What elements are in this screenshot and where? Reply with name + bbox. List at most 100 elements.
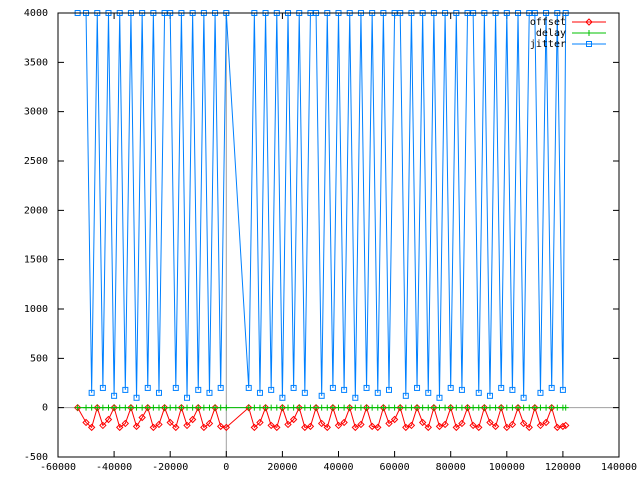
point bbox=[205, 419, 214, 428]
point bbox=[340, 418, 348, 427]
point bbox=[536, 421, 545, 430]
point bbox=[279, 404, 286, 411]
point bbox=[542, 418, 550, 427]
point bbox=[374, 389, 381, 396]
point bbox=[352, 394, 359, 401]
point bbox=[99, 404, 106, 411]
point bbox=[132, 422, 141, 431]
x-tick-label: 40000 bbox=[323, 462, 353, 473]
point bbox=[87, 423, 96, 432]
point bbox=[586, 41, 592, 47]
point bbox=[441, 420, 449, 429]
point bbox=[127, 403, 135, 412]
point bbox=[317, 419, 326, 428]
legend-label: delay bbox=[536, 28, 566, 39]
point bbox=[217, 404, 224, 411]
point bbox=[585, 18, 593, 26]
legend-label: offset bbox=[530, 17, 566, 28]
point bbox=[475, 423, 483, 432]
point bbox=[88, 389, 95, 396]
x-tick-label: 20000 bbox=[267, 462, 297, 473]
point bbox=[362, 403, 371, 412]
point bbox=[379, 403, 388, 412]
point bbox=[268, 404, 275, 411]
x-tick-label: 120000 bbox=[545, 462, 581, 473]
point bbox=[144, 403, 152, 412]
point bbox=[160, 403, 169, 412]
y-tick-label: 2000 bbox=[24, 205, 48, 216]
point bbox=[497, 403, 505, 412]
point bbox=[554, 404, 561, 411]
point bbox=[121, 419, 130, 428]
point bbox=[122, 386, 129, 393]
point bbox=[122, 404, 129, 411]
point bbox=[105, 404, 112, 411]
point bbox=[116, 423, 124, 432]
point bbox=[452, 423, 461, 432]
point bbox=[341, 404, 348, 411]
point bbox=[99, 384, 106, 391]
point bbox=[385, 419, 393, 428]
point bbox=[155, 404, 162, 411]
point bbox=[329, 384, 336, 391]
point bbox=[306, 422, 315, 431]
point bbox=[486, 392, 493, 399]
point bbox=[268, 386, 275, 393]
point bbox=[520, 394, 527, 401]
point bbox=[352, 404, 359, 411]
point bbox=[195, 404, 202, 411]
point bbox=[200, 404, 207, 411]
point bbox=[385, 404, 392, 411]
point bbox=[458, 386, 465, 393]
point bbox=[469, 421, 477, 430]
point bbox=[184, 404, 191, 411]
point bbox=[194, 403, 202, 412]
point bbox=[167, 404, 174, 411]
point bbox=[149, 423, 158, 432]
point bbox=[177, 403, 186, 412]
y-tick-label: 2500 bbox=[24, 156, 48, 167]
point bbox=[83, 404, 90, 411]
point bbox=[559, 422, 567, 431]
point bbox=[380, 404, 387, 411]
x-tick-label: 100000 bbox=[489, 462, 525, 473]
point bbox=[397, 404, 404, 411]
point bbox=[374, 404, 381, 411]
x-tick-label: -60000 bbox=[40, 462, 76, 473]
point bbox=[514, 403, 522, 412]
point bbox=[562, 404, 569, 411]
point bbox=[301, 404, 308, 411]
point bbox=[329, 403, 337, 412]
point bbox=[183, 421, 191, 430]
point bbox=[93, 403, 101, 412]
point bbox=[430, 404, 437, 411]
point bbox=[586, 30, 592, 36]
point bbox=[273, 423, 281, 432]
point bbox=[256, 389, 263, 396]
point bbox=[144, 384, 151, 391]
point bbox=[548, 384, 555, 391]
point bbox=[357, 420, 365, 429]
point bbox=[414, 384, 421, 391]
point bbox=[526, 404, 533, 411]
x-tick-label: 140000 bbox=[601, 462, 637, 473]
point bbox=[464, 404, 471, 411]
y-tick-label: 3000 bbox=[24, 107, 48, 118]
point bbox=[374, 423, 382, 432]
point bbox=[172, 423, 180, 432]
x-tick-label: -40000 bbox=[96, 462, 132, 473]
point bbox=[446, 403, 455, 412]
point bbox=[200, 423, 208, 432]
point bbox=[82, 418, 90, 427]
point bbox=[413, 403, 421, 412]
point bbox=[245, 384, 252, 391]
point bbox=[425, 389, 432, 396]
y-tick-label: 1000 bbox=[24, 304, 48, 315]
point bbox=[531, 403, 539, 412]
point bbox=[509, 404, 516, 411]
point bbox=[73, 403, 82, 412]
point bbox=[127, 404, 134, 411]
point bbox=[104, 415, 113, 424]
point bbox=[547, 403, 556, 412]
point bbox=[407, 421, 416, 430]
